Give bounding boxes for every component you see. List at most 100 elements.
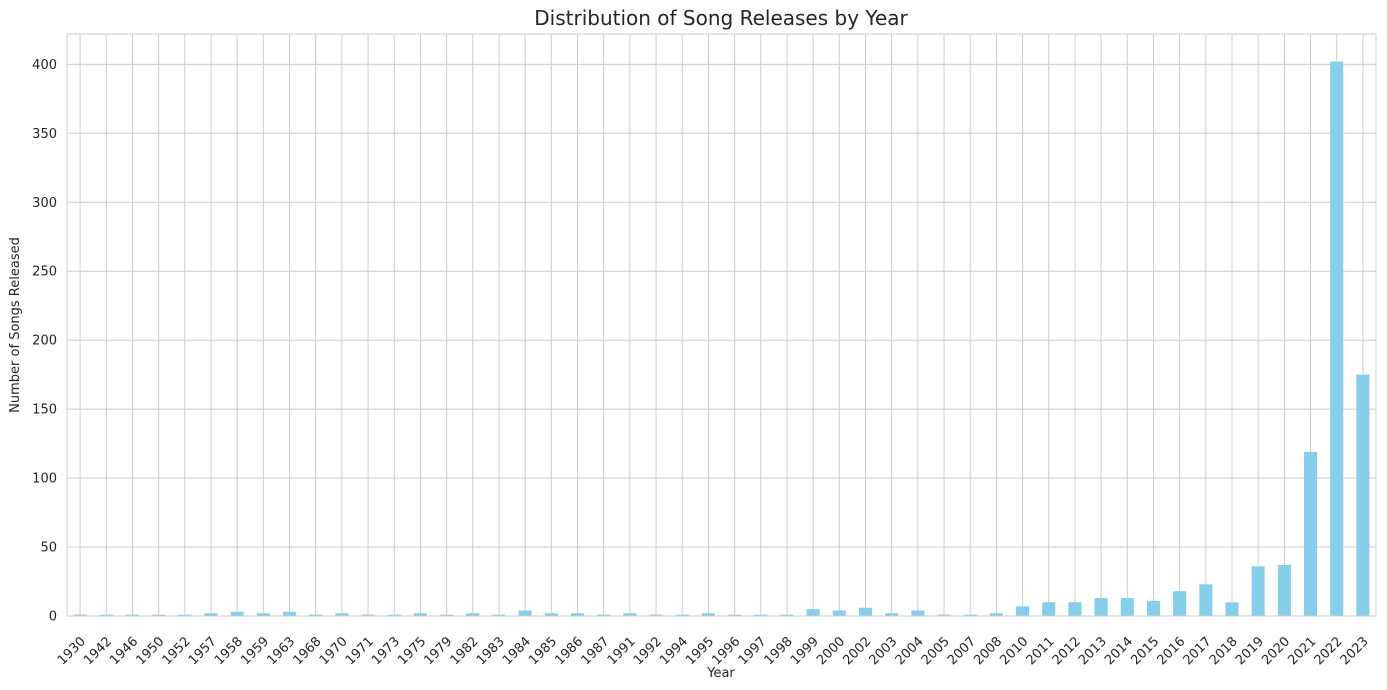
y-tick-label: 150 — [32, 403, 57, 418]
bar-2003 — [885, 613, 899, 616]
x-tick-label: 1994 — [657, 634, 691, 668]
x-tick-label: 2012 — [1050, 634, 1084, 668]
bar-1946 — [125, 614, 139, 616]
x-tick-label: 1975 — [395, 634, 429, 668]
x-tick-label: 2020 — [1259, 634, 1293, 668]
x-tick-label: 2011 — [1024, 634, 1058, 668]
bar-2004 — [911, 610, 925, 616]
x-tick-label: 2014 — [1102, 634, 1136, 668]
bar-1982 — [466, 613, 480, 616]
grid-lines — [67, 34, 1376, 617]
bar-1958 — [230, 611, 244, 616]
bar-2000 — [832, 610, 846, 616]
x-tick-label: 1946 — [107, 634, 141, 668]
bar-2015 — [1146, 600, 1161, 616]
x-tick-label: 1997 — [736, 634, 770, 668]
bar-1963 — [282, 611, 297, 616]
y-tick-label: 400 — [32, 58, 57, 73]
x-tick-label: 1999 — [788, 634, 822, 668]
bars — [73, 61, 1370, 616]
x-tick-label: 1950 — [133, 634, 167, 668]
bar-1968 — [309, 614, 323, 616]
x-tick-labels: 1930194219461950195219571958195919631968… — [55, 634, 1372, 668]
x-tick-label: 2005 — [919, 634, 953, 668]
x-tick-label: 1952 — [160, 634, 194, 668]
bar-2021 — [1304, 451, 1318, 616]
bar-2012 — [1068, 602, 1082, 616]
x-tick-label: 2015 — [1128, 634, 1162, 668]
x-tick-label: 2022 — [1312, 634, 1346, 668]
bar-1987 — [597, 614, 611, 616]
bar-1998 — [780, 614, 794, 616]
bar-2023 — [1356, 374, 1370, 616]
x-tick-label: 2000 — [814, 634, 848, 668]
bar-1971 — [361, 614, 375, 616]
bar-1970 — [335, 613, 349, 616]
bar-1999 — [806, 609, 820, 616]
x-tick-label: 1986 — [552, 634, 586, 668]
x-tick-label: 1958 — [212, 634, 246, 668]
bar-1984 — [518, 610, 532, 616]
bar-2013 — [1094, 598, 1108, 616]
x-tick-label: 2008 — [971, 634, 1005, 668]
x-tick-label: 1979 — [421, 634, 455, 668]
bar-1992 — [649, 614, 663, 616]
x-tick-label: 1991 — [605, 634, 639, 668]
bar-1973 — [387, 614, 401, 616]
x-tick-label: 2023 — [1338, 634, 1372, 668]
x-tick-label: 1983 — [474, 634, 508, 668]
bar-1997 — [754, 614, 768, 616]
bar-1930 — [73, 614, 87, 616]
x-tick-label: 2017 — [1181, 634, 1215, 668]
x-tick-label: 1987 — [579, 634, 613, 668]
x-tick-label: 2018 — [1207, 634, 1241, 668]
x-tick-label: 2003 — [866, 634, 900, 668]
x-tick-label: 2007 — [945, 634, 979, 668]
x-tick-label: 1930 — [55, 634, 89, 668]
bar-2002 — [858, 607, 873, 616]
bar-2010 — [1016, 606, 1030, 616]
x-tick-label: 1959 — [238, 634, 272, 668]
x-tick-label: 2010 — [997, 634, 1031, 668]
bar-2008 — [989, 613, 1003, 616]
bar-2020 — [1277, 564, 1291, 616]
bar-1983 — [492, 614, 506, 616]
bar-1952 — [178, 614, 192, 616]
x-tick-label: 1996 — [709, 634, 743, 668]
bar-2014 — [1120, 598, 1134, 616]
bar-2005 — [937, 614, 951, 616]
y-tick-label: 0 — [49, 610, 57, 625]
bar-1942 — [99, 614, 113, 616]
x-tick-label: 1982 — [448, 634, 482, 668]
x-tick-label: 1942 — [81, 634, 115, 668]
x-tick-label: 1968 — [291, 634, 325, 668]
x-tick-label: 2016 — [1154, 634, 1188, 668]
x-tick-label: 2004 — [893, 634, 927, 668]
bar-1996 — [728, 614, 742, 616]
bar-2016 — [1173, 591, 1187, 616]
x-tick-label: 1992 — [631, 634, 665, 668]
bar-1991 — [623, 613, 637, 616]
bar-1986 — [570, 613, 585, 616]
x-axis-label: Year — [706, 666, 735, 681]
y-axis-label: Number of Songs Released — [8, 237, 23, 413]
x-tick-label: 1995 — [683, 634, 717, 668]
x-tick-label: 2002 — [840, 634, 874, 668]
y-tick-labels: 0 50 100 150 200 250 300 350 400 — [32, 58, 57, 625]
bar-1950 — [152, 614, 166, 616]
plot-frame — [66, 33, 1377, 617]
x-tick-label: 1971 — [343, 634, 377, 668]
bar-1994 — [675, 614, 689, 616]
bar-2017 — [1199, 584, 1213, 616]
y-tick-label: 100 — [32, 472, 57, 487]
chart-title: Distribution of Song Releases by Year — [534, 6, 908, 30]
bar-1995 — [701, 613, 715, 616]
bar-1959 — [256, 613, 270, 616]
x-tick-label: 1963 — [264, 634, 298, 668]
x-tick-label: 2013 — [1076, 634, 1110, 668]
y-tick-label: 50 — [40, 541, 57, 556]
bar-1979 — [440, 614, 454, 616]
y-tick-label: 300 — [32, 196, 57, 211]
y-tick-label: 200 — [32, 334, 57, 349]
